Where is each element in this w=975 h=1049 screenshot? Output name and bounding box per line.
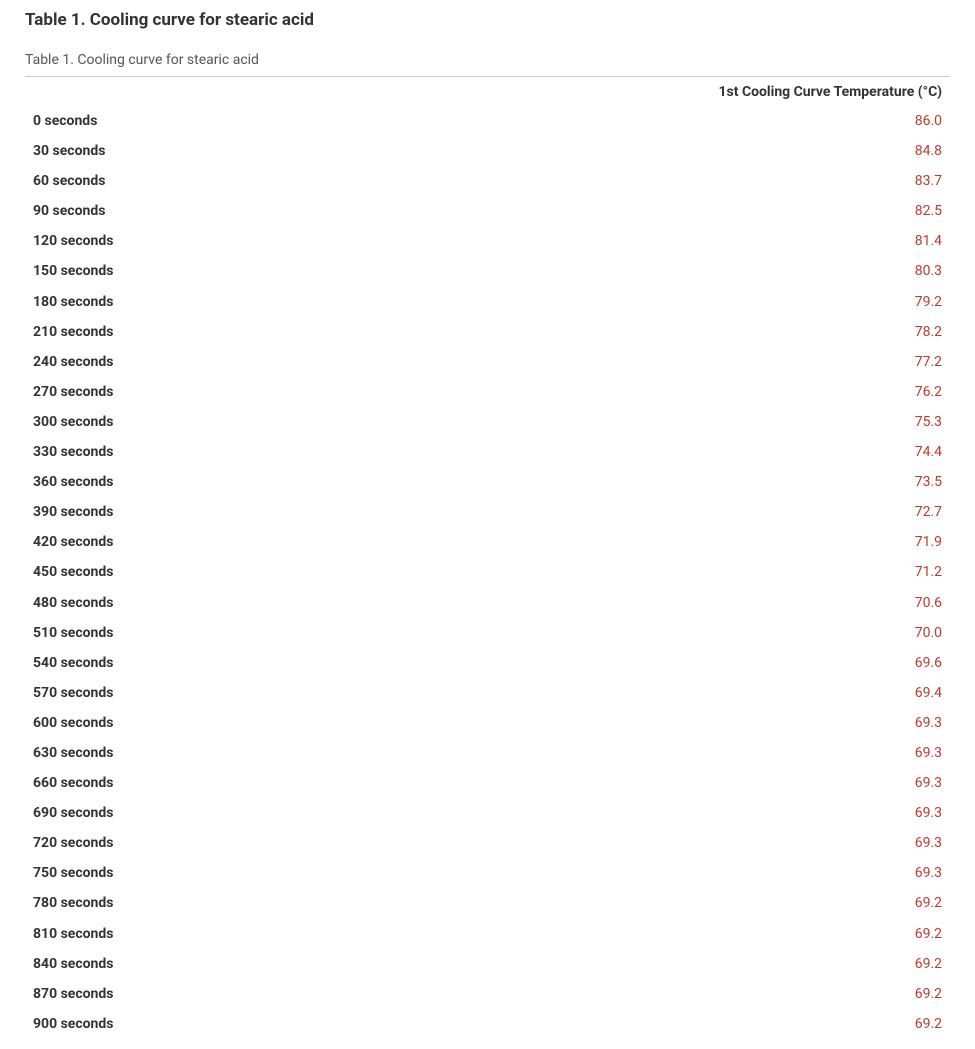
temperature-cell: 69.3 xyxy=(654,738,950,768)
time-cell: 390 seconds xyxy=(25,497,654,527)
temperature-cell: 69.2 xyxy=(654,949,950,979)
time-cell: 210 seconds xyxy=(25,317,654,347)
table-row: 210 seconds78.2 xyxy=(25,317,950,347)
temperature-cell: 80.3 xyxy=(654,256,950,286)
temperature-cell: 75.3 xyxy=(654,407,950,437)
temperature-cell: 86.0 xyxy=(654,106,950,136)
time-cell: 750 seconds xyxy=(25,858,654,888)
temperature-cell: 81.4 xyxy=(654,226,950,256)
time-cell: 690 seconds xyxy=(25,798,654,828)
time-cell: 720 seconds xyxy=(25,828,654,858)
time-cell: 570 seconds xyxy=(25,678,654,708)
table-row: 600 seconds69.3 xyxy=(25,708,950,738)
time-cell: 630 seconds xyxy=(25,738,654,768)
temperature-cell: 72.7 xyxy=(654,497,950,527)
time-cell: 420 seconds xyxy=(25,527,654,557)
table-row: 540 seconds69.6 xyxy=(25,648,950,678)
time-cell: 660 seconds xyxy=(25,768,654,798)
temperature-cell: 74.4 xyxy=(654,437,950,467)
time-cell: 330 seconds xyxy=(25,437,654,467)
table-row: 180 seconds79.2 xyxy=(25,287,950,317)
temperature-cell: 70.0 xyxy=(654,618,950,648)
time-cell: 450 seconds xyxy=(25,557,654,587)
table-caption: Table 1. Cooling curve for stearic acid xyxy=(25,52,950,77)
page-title: Table 1. Cooling curve for stearic acid xyxy=(25,10,950,30)
temperature-cell: 83.7 xyxy=(654,166,950,196)
table-row: 90 seconds82.5 xyxy=(25,196,950,226)
time-cell: 240 seconds xyxy=(25,347,654,377)
table-row: 840 seconds69.2 xyxy=(25,949,950,979)
time-cell: 0 seconds xyxy=(25,106,654,136)
table-row: 630 seconds69.3 xyxy=(25,738,950,768)
table-row: 390 seconds72.7 xyxy=(25,497,950,527)
time-cell: 120 seconds xyxy=(25,226,654,256)
temperature-cell: 69.2 xyxy=(654,919,950,949)
table-row: 60 seconds83.7 xyxy=(25,166,950,196)
temperature-cell: 69.3 xyxy=(654,768,950,798)
time-cell: 840 seconds xyxy=(25,949,654,979)
table-row: 120 seconds81.4 xyxy=(25,226,950,256)
table-row: 720 seconds69.3 xyxy=(25,828,950,858)
time-cell: 300 seconds xyxy=(25,407,654,437)
table-row: 690 seconds69.3 xyxy=(25,798,950,828)
table-row: 0 seconds86.0 xyxy=(25,106,950,136)
table-header-row: 1st Cooling Curve Temperature (°C) xyxy=(25,77,950,106)
table-row: 750 seconds69.3 xyxy=(25,858,950,888)
table-row: 330 seconds74.4 xyxy=(25,437,950,467)
time-cell: 870 seconds xyxy=(25,979,654,1009)
temperature-cell: 69.3 xyxy=(654,828,950,858)
table-row: 660 seconds69.3 xyxy=(25,768,950,798)
temperature-cell: 69.3 xyxy=(654,798,950,828)
table-row: 870 seconds69.2 xyxy=(25,979,950,1009)
temperature-cell: 77.2 xyxy=(654,347,950,377)
time-cell: 30 seconds xyxy=(25,136,654,166)
table-row: 510 seconds70.0 xyxy=(25,618,950,648)
time-cell: 150 seconds xyxy=(25,256,654,286)
time-cell: 480 seconds xyxy=(25,588,654,618)
temperature-cell: 70.6 xyxy=(654,588,950,618)
temperature-cell: 71.9 xyxy=(654,527,950,557)
temperature-cell: 69.3 xyxy=(654,708,950,738)
time-cell: 510 seconds xyxy=(25,618,654,648)
temperature-cell: 69.4 xyxy=(654,678,950,708)
cooling-curve-table: 1st Cooling Curve Temperature (°C) 0 sec… xyxy=(25,77,950,1039)
time-cell: 60 seconds xyxy=(25,166,654,196)
table-header-temperature: 1st Cooling Curve Temperature (°C) xyxy=(654,77,950,106)
table-row: 30 seconds84.8 xyxy=(25,136,950,166)
table-row: 570 seconds69.4 xyxy=(25,678,950,708)
time-cell: 180 seconds xyxy=(25,287,654,317)
table-row: 480 seconds70.6 xyxy=(25,588,950,618)
time-cell: 270 seconds xyxy=(25,377,654,407)
temperature-cell: 69.2 xyxy=(654,888,950,918)
table-row: 780 seconds69.2 xyxy=(25,888,950,918)
table-row: 240 seconds77.2 xyxy=(25,347,950,377)
time-cell: 600 seconds xyxy=(25,708,654,738)
time-cell: 540 seconds xyxy=(25,648,654,678)
temperature-cell: 82.5 xyxy=(654,196,950,226)
temperature-cell: 73.5 xyxy=(654,467,950,497)
time-cell: 90 seconds xyxy=(25,196,654,226)
temperature-cell: 78.2 xyxy=(654,317,950,347)
table-row: 810 seconds69.2 xyxy=(25,919,950,949)
temperature-cell: 71.2 xyxy=(654,557,950,587)
time-cell: 780 seconds xyxy=(25,888,654,918)
temperature-cell: 69.2 xyxy=(654,979,950,1009)
table-row: 450 seconds71.2 xyxy=(25,557,950,587)
table-row: 300 seconds75.3 xyxy=(25,407,950,437)
table-row: 150 seconds80.3 xyxy=(25,256,950,286)
temperature-cell: 79.2 xyxy=(654,287,950,317)
temperature-cell: 69.3 xyxy=(654,858,950,888)
time-cell: 810 seconds xyxy=(25,919,654,949)
table-row: 360 seconds73.5 xyxy=(25,467,950,497)
temperature-cell: 76.2 xyxy=(654,377,950,407)
table-row: 420 seconds71.9 xyxy=(25,527,950,557)
table-header-time xyxy=(25,77,654,106)
table-row: 270 seconds76.2 xyxy=(25,377,950,407)
temperature-cell: 69.6 xyxy=(654,648,950,678)
temperature-cell: 84.8 xyxy=(654,136,950,166)
time-cell: 360 seconds xyxy=(25,467,654,497)
